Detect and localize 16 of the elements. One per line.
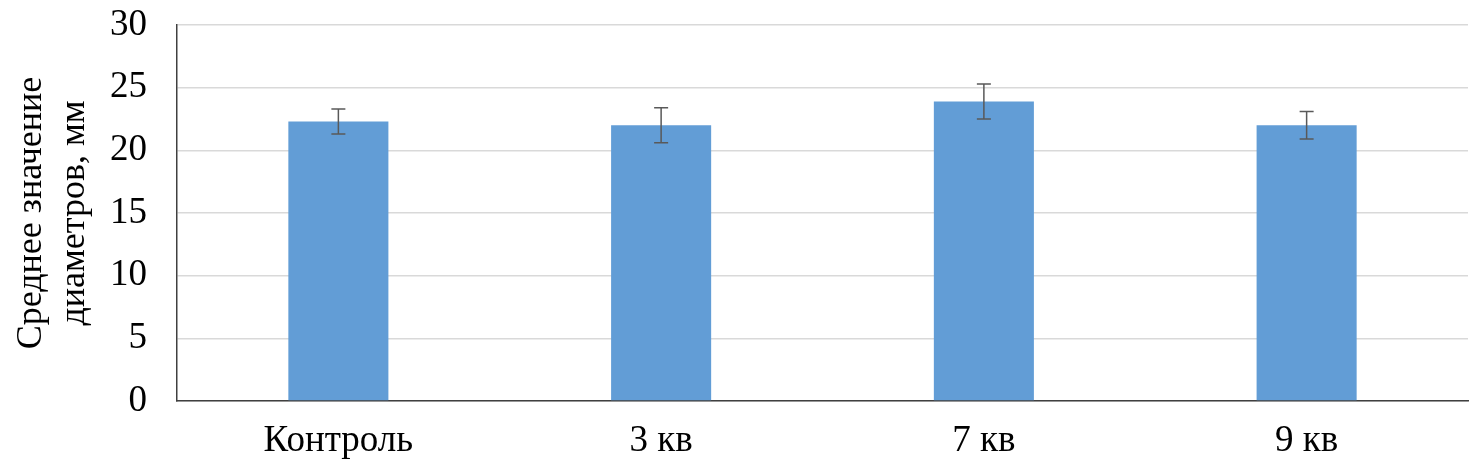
x-tick-label: 7 кв <box>952 417 1016 459</box>
bar <box>1256 125 1357 401</box>
y-tick-label: 30 <box>110 1 147 43</box>
x-tick-label: 3 кв <box>629 417 693 459</box>
bar <box>611 125 712 401</box>
x-tick-label: Контроль <box>263 417 414 459</box>
y-tick-label: 20 <box>110 127 147 169</box>
y-tick-label: 15 <box>110 189 147 231</box>
bar <box>933 101 1034 401</box>
y-tick-label: 5 <box>128 315 147 357</box>
bar <box>288 121 389 401</box>
y-axis-title: Среднее значение диаметров, мм <box>9 76 93 350</box>
y-tick-label: 0 <box>128 377 147 419</box>
y-tick-label: 25 <box>110 64 147 106</box>
y-tick-label: 10 <box>110 252 147 294</box>
x-tick-label: 9 кв <box>1275 417 1339 459</box>
